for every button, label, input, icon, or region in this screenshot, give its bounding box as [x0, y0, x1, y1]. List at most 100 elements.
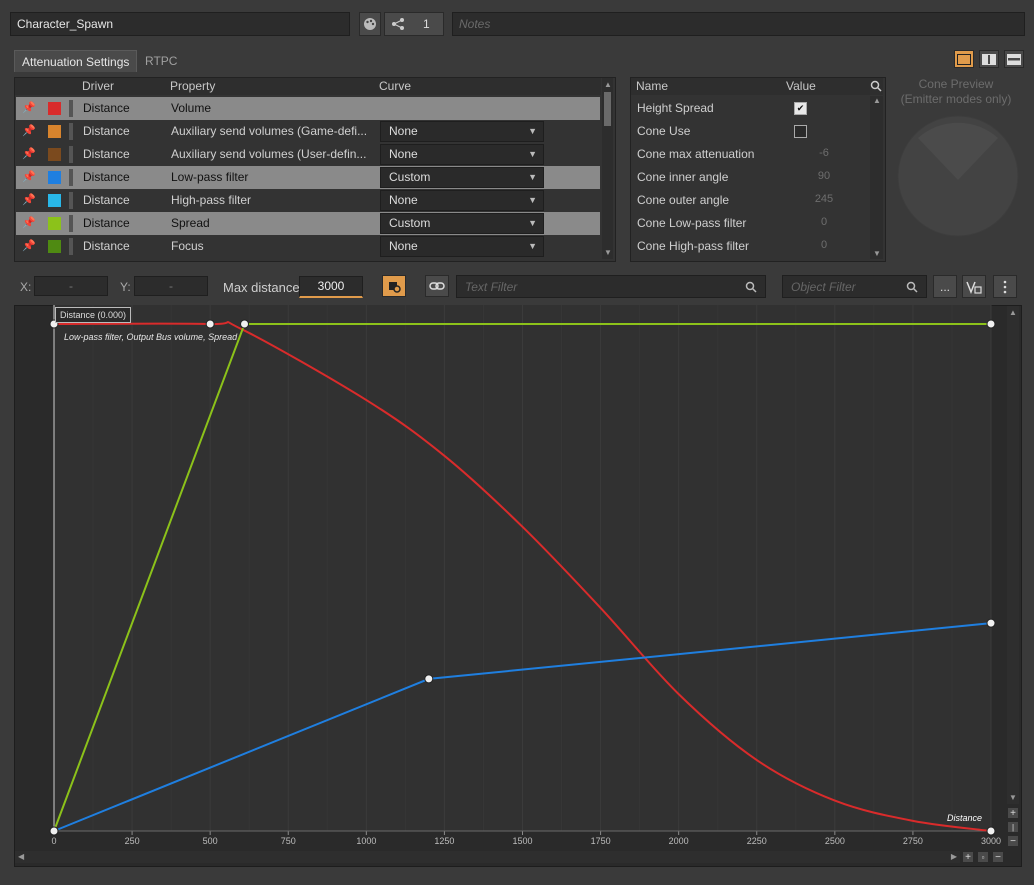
curves-table-scrollbar[interactable]: ▲ ▼ [602, 78, 613, 259]
max-distance-field[interactable]: 3000 [299, 276, 363, 298]
property-name: Cone inner angle [637, 170, 729, 184]
pin-icon[interactable]: 📌 [22, 194, 36, 206]
curve-visibility-toggle[interactable] [69, 123, 73, 140]
curve-color-swatch[interactable] [48, 171, 61, 184]
curve-row[interactable]: 📌 Distance Focus None ▼ [16, 235, 600, 258]
curve-row[interactable]: 📌 Distance High-pass filter None ▼ [16, 189, 600, 212]
y-value-field[interactable]: - [134, 276, 208, 296]
layout-horizontal-split-button[interactable] [1004, 50, 1024, 68]
x-tick-label: 2500 [824, 836, 845, 846]
curve-type-value: None [389, 124, 418, 138]
scroll-up-arrow[interactable]: ▲ [1009, 308, 1017, 317]
driver-cell: Distance [83, 147, 130, 161]
scroll-up-arrow[interactable]: ▲ [873, 96, 881, 105]
scroll-right-arrow[interactable]: ▶ [950, 852, 957, 861]
scroll-left-arrow[interactable]: ◀ [18, 852, 25, 861]
curve-visibility-toggle[interactable] [69, 192, 73, 209]
property-value-slider[interactable]: 245 [792, 191, 856, 208]
object-browse-button[interactable]: ... [933, 275, 957, 298]
curve-visibility-toggle[interactable] [69, 146, 73, 163]
pin-icon[interactable]: 📌 [22, 240, 36, 252]
layout-single-button[interactable] [954, 50, 974, 68]
x-tick-label: 2750 [902, 836, 923, 846]
scroll-down-arrow[interactable]: ▼ [1009, 793, 1017, 802]
pin-icon[interactable]: 📌 [22, 171, 36, 183]
text-filter-input[interactable]: Text Filter [456, 275, 766, 298]
pin-icon[interactable]: 📌 [22, 125, 36, 137]
zoom-fit-vertical-button[interactable]: | [1007, 821, 1019, 833]
property-value-slider[interactable]: 0 [792, 214, 856, 231]
header-value: Value [786, 79, 816, 93]
soundcaster-button[interactable] [962, 275, 986, 298]
checkbox-checked[interactable]: ✔ [794, 102, 807, 115]
graph-vertical-scrollbar[interactable]: ▲ ▼ [1007, 306, 1019, 804]
zoom-out-horizontal-button[interactable]: − [992, 851, 1004, 863]
curve-visibility-toggle[interactable] [69, 100, 73, 117]
curve-control-point[interactable] [986, 826, 996, 836]
checkbox-unchecked[interactable] [794, 125, 807, 138]
pin-icon[interactable]: 📌 [22, 217, 36, 229]
curve-control-point[interactable] [986, 618, 996, 628]
curve-color-swatch[interactable] [48, 240, 61, 253]
curve-type-dropdown[interactable]: None ▼ [380, 236, 544, 257]
curve-row[interactable]: 📌 Distance Auxiliary send volumes (Game-de… [16, 120, 600, 143]
tab-attenuation-settings[interactable]: Attenuation Settings [14, 50, 138, 72]
curve-row[interactable]: 📌 Distance Auxiliary send volumes (User-de… [16, 143, 600, 166]
color-palette-button[interactable] [359, 12, 381, 36]
object-filter-input[interactable]: Object Filter [782, 275, 927, 298]
share-button[interactable]: 1 [384, 12, 444, 36]
curve-visibility-toggle[interactable] [69, 169, 73, 186]
edit-attenuation-button[interactable] [382, 275, 406, 297]
curve-row[interactable]: 📌 Distance Volume [16, 97, 600, 120]
object-name-field[interactable]: Character_Spawn [10, 12, 350, 36]
pin-icon[interactable]: 📌 [22, 102, 36, 114]
curve-row[interactable]: 📌 Distance Spread Custom ▼ [16, 212, 600, 235]
property-row: Cone inner angle [632, 166, 868, 189]
curve-type-dropdown[interactable]: Custom ▼ [380, 167, 544, 188]
link-button[interactable] [425, 275, 449, 297]
scroll-thumb[interactable] [604, 92, 611, 126]
options-menu-button[interactable] [993, 275, 1017, 298]
zoom-out-vertical-button[interactable]: − [1007, 835, 1019, 847]
property-value-slider[interactable]: 0 [792, 237, 856, 254]
driver-cell: Distance [83, 170, 130, 184]
curve-visibility-toggle[interactable] [69, 215, 73, 232]
scroll-down-arrow[interactable]: ▼ [604, 248, 612, 257]
curve-color-swatch[interactable] [48, 217, 61, 230]
property-name: Cone High-pass filter [637, 239, 750, 253]
zoom-fit-horizontal-button[interactable]: ▫ [977, 851, 989, 863]
property-name: Cone Low-pass filter [637, 216, 747, 230]
pin-icon[interactable]: 📌 [22, 148, 36, 160]
x-value-field[interactable]: - [34, 276, 108, 296]
curve-color-swatch[interactable] [48, 148, 61, 161]
curve-type-dropdown[interactable]: None ▼ [380, 144, 544, 165]
curve-color-swatch[interactable] [48, 194, 61, 207]
curve-graph[interactable] [14, 305, 1020, 865]
tab-rtpc[interactable]: RTPC [145, 54, 178, 68]
property-value-slider[interactable]: -6 [792, 145, 856, 162]
scroll-up-arrow[interactable]: ▲ [604, 80, 612, 89]
curve-type-dropdown[interactable]: None ▼ [380, 190, 544, 211]
curve-control-point[interactable] [986, 319, 996, 329]
curve-color-swatch[interactable] [48, 125, 61, 138]
curve-row[interactable]: 📌 Distance Low-pass filter Custom ▼ [16, 166, 600, 189]
properties-scrollbar[interactable]: ▲ ▼ [870, 96, 883, 259]
curve-type-dropdown[interactable]: Custom ▼ [380, 213, 544, 234]
property-value-slider[interactable]: 90 [792, 168, 856, 185]
curve-control-point[interactable] [240, 319, 250, 329]
curve-control-point[interactable] [424, 674, 434, 684]
zoom-in-vertical-button[interactable]: + [1007, 807, 1019, 819]
curve-visibility-toggle[interactable] [69, 238, 73, 255]
curve-type-dropdown[interactable]: None ▼ [380, 121, 544, 142]
curve-color-swatch[interactable] [48, 102, 61, 115]
x-tick-label: 500 [202, 836, 218, 846]
scroll-down-arrow[interactable]: ▼ [873, 249, 881, 258]
layout-vertical-split-button[interactable] [979, 50, 999, 68]
link-icon [429, 282, 445, 290]
zoom-in-horizontal-button[interactable]: + [962, 851, 974, 863]
curve-control-point[interactable] [205, 319, 215, 329]
properties-search-button[interactable] [868, 78, 883, 95]
graph-horizontal-scrollbar[interactable]: ◀ ▶ [15, 851, 960, 863]
curve-control-point[interactable] [49, 826, 59, 836]
notes-field[interactable]: Notes [452, 12, 1025, 36]
